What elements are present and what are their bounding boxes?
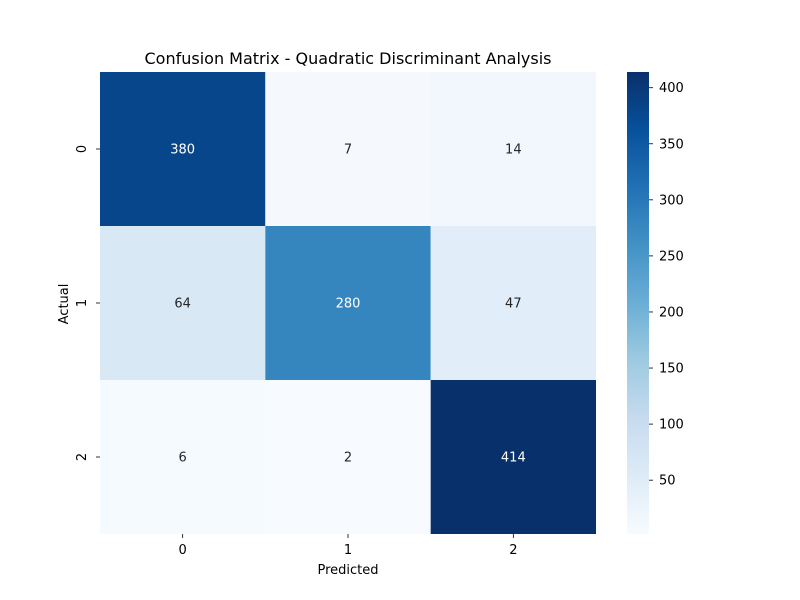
colorbar-tick-label-6: 350 (659, 137, 684, 152)
heatmap-cell-value-2-0: 6 (179, 451, 187, 466)
heatmap-cell-value-1-1: 280 (336, 297, 361, 312)
y-tick-label-1: 1 (75, 299, 90, 307)
x-tick-label-1: 1 (344, 543, 352, 558)
x-tick-label-0: 0 (179, 543, 187, 558)
y-axis-label: Actual (57, 284, 72, 325)
colorbar-tick-label-5: 300 (659, 193, 684, 208)
colorbar-tick-label-7: 400 (659, 81, 684, 96)
heatmap-cell-1-1 (265, 226, 431, 380)
heatmap-cell-1-2 (430, 226, 596, 380)
heatmap-cell-value-0-0: 380 (170, 143, 195, 158)
heatmap-cell-value-0-2: 14 (505, 143, 522, 158)
heatmap-cell-value-1-0: 64 (174, 297, 191, 312)
heatmap-cell-0-2 (430, 72, 596, 226)
colorbar-tick-label-1: 100 (659, 418, 684, 433)
colorbar-ticks: 50 100 150 200 250 300 350 400 (649, 81, 684, 489)
x-tick-label-2: 2 (509, 543, 517, 558)
heatmap-cell-labels: 380 7 14 64 280 47 6 2 414 (170, 143, 525, 466)
heatmap-cell-2-2 (430, 380, 596, 534)
heatmap-cell-1-0 (100, 226, 266, 380)
y-tick-label-0: 0 (75, 145, 90, 153)
y-tick-label-2: 2 (75, 453, 90, 461)
colorbar (627, 72, 649, 534)
colorbar-tick-label-2: 150 (659, 362, 684, 377)
y-axis-ticks: 0 1 2 (75, 145, 100, 461)
chart-title: Confusion Matrix - Quadratic Discriminan… (145, 49, 552, 68)
x-axis-label: Predicted (317, 563, 378, 578)
heatmap-grid (100, 72, 596, 534)
heatmap-cell-value-0-1: 7 (344, 143, 352, 158)
heatmap-cell-0-0 (100, 72, 266, 226)
heatmap-cell-2-0 (100, 380, 266, 534)
x-axis-ticks: 0 1 2 (179, 534, 517, 558)
heatmap-cell-value-2-2: 414 (501, 451, 526, 466)
colorbar-tick-label-3: 200 (659, 305, 684, 320)
heatmap-cell-0-1 (265, 72, 431, 226)
heatmap-cell-2-1 (265, 380, 431, 534)
heatmap-cell-value-1-2: 47 (505, 297, 522, 312)
colorbar-tick-label-4: 250 (659, 249, 684, 264)
colorbar-tick-label-0: 50 (659, 474, 676, 489)
heatmap-cell-value-2-1: 2 (344, 451, 352, 466)
